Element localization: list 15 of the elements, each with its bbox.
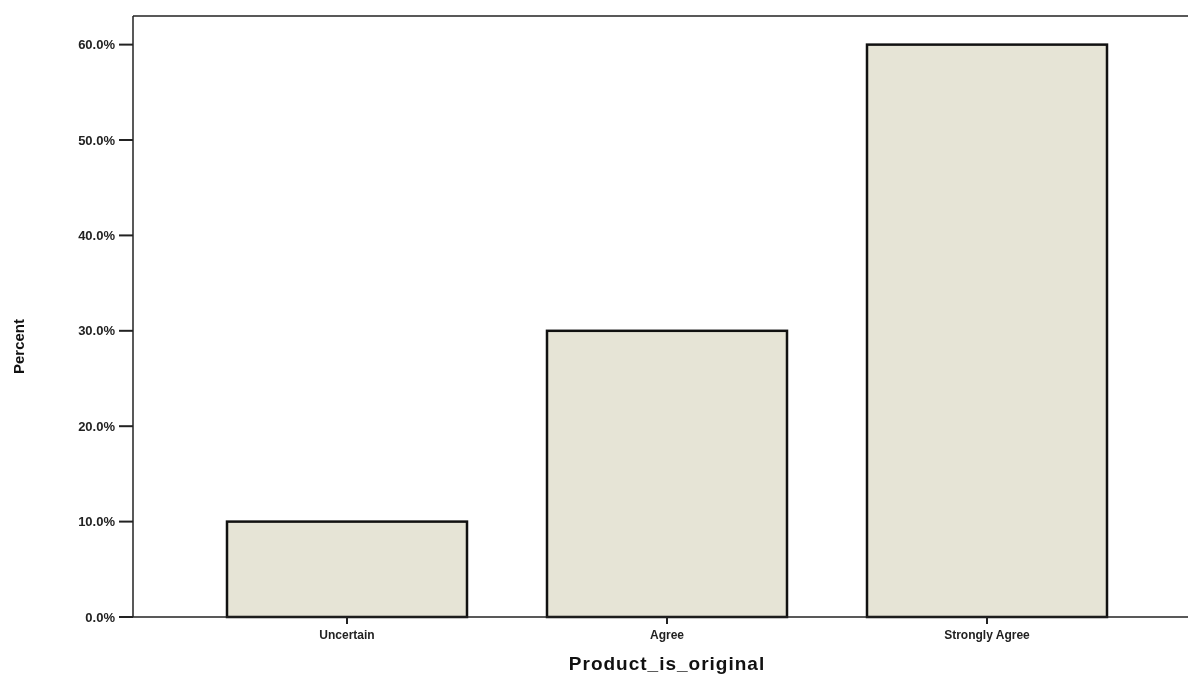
bar (225, 520, 469, 619)
y-tick-label: 50.0% (78, 132, 116, 148)
y-tick-label: 10.0% (78, 514, 116, 530)
bar (545, 329, 789, 619)
y-tick-label: 60.0% (78, 37, 116, 53)
y-tick-label: 40.0% (78, 227, 116, 243)
y-axis-title: Percent (10, 318, 27, 375)
x-tick-label: Agree (649, 628, 685, 642)
bar (865, 43, 1109, 619)
x-tick-label: Uncertain (319, 628, 375, 642)
y-tick-label: 20.0% (78, 418, 116, 434)
y-tick-label: 30.0% (78, 323, 116, 339)
x-axis-title: Product_is_original (568, 653, 766, 674)
x-tick-label: Strongly Agree (944, 628, 1031, 642)
y-tick-label: 0.0% (85, 609, 116, 625)
